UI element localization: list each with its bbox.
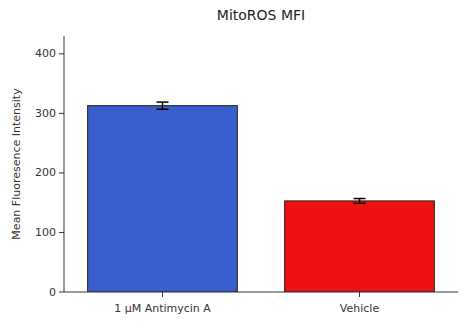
error-cap [157,101,169,103]
y-axis-label: Mean Fluoresence Intensity [10,88,23,240]
y-axis-line [64,36,65,292]
error-line [162,102,164,109]
y-tick [59,113,64,114]
bar [88,106,238,292]
x-tick-label: 1 μM Antimycin A [114,302,211,315]
error-cap [157,108,169,110]
chart-title: MitoROS MFI [217,7,305,23]
x-tick-label: Vehicle [340,302,380,315]
y-tick-label: 100 [35,226,56,239]
x-axis-line [64,292,458,293]
bars [88,102,435,292]
y-tick [59,53,64,54]
y-tick [59,232,64,233]
x-tick [359,292,360,297]
y-tick-label: 300 [35,107,56,120]
y-tick [59,292,64,293]
x-axis: 1 μM Antimycin A Vehicle [64,292,458,315]
error-cap [354,198,366,200]
error-bar [354,199,366,204]
y-tick-label: 200 [35,166,56,179]
error-bar [157,102,169,109]
y-axis: 0 100 200 300 400 [35,36,64,299]
bar [285,201,435,292]
y-tick [59,172,64,173]
chart-svg: 0 100 200 300 400 1 μM Antimycin A Vehicle Mean… [0,0,474,332]
page: {"chart_data": {"type": "bar", "title": … [0,0,474,332]
error-cap [354,203,366,205]
x-tick [162,292,163,297]
chart-container: 0 100 200 300 400 1 μM Antimycin A Vehicle Mean… [0,0,474,332]
y-tick-label: 0 [49,286,56,299]
y-tick-label: 400 [35,47,56,60]
